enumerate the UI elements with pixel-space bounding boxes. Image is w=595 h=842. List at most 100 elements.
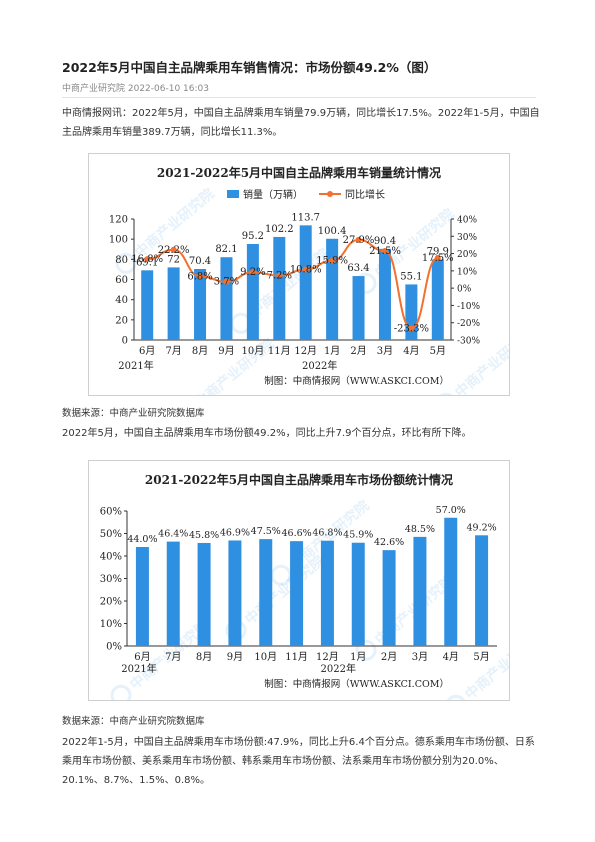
bar xyxy=(246,244,259,340)
bar xyxy=(351,542,365,646)
bar xyxy=(299,225,312,340)
line-point xyxy=(197,273,204,280)
article-title: 2022年5月中国自主品牌乘用车销售情况：市场份额49.2%（图） xyxy=(62,60,437,75)
bar-value-label: 57.0% xyxy=(436,505,466,516)
x-tick-label: 10月 xyxy=(242,345,265,357)
data-source-2: 数据来源：中商产业研究院数据库 xyxy=(62,716,205,727)
y2-tick-label: 30% xyxy=(457,233,477,243)
line-point xyxy=(408,325,415,332)
bar xyxy=(382,550,396,646)
bar-value-label: 72 xyxy=(167,254,180,265)
sales-chart: 中商产业研究院 中商产业研究院 中商产业研究院 中商产业研究院 中商产业研究院 2021-… xyxy=(88,153,510,396)
line-value-label: 21.5% xyxy=(369,246,401,257)
share-chart-svg: 中商产业研究院中商产业研究院中商产业研究院中商产业研究院中商产业研究院2021-… xyxy=(100,472,509,700)
x-tick-label: 3月 xyxy=(377,345,393,357)
x-tick-label: 12月 xyxy=(294,345,317,357)
bar-value-label: 102.2 xyxy=(265,224,294,235)
line-value-label: 9.2% xyxy=(240,267,265,278)
bar-value-label: 90.4 xyxy=(374,236,396,247)
x-tick-label: 9月 xyxy=(218,345,234,357)
y-tick-label: 40 xyxy=(115,295,128,306)
chart-credit: 制图：中商情报网（WWW.ASKCI.COM） xyxy=(264,375,449,387)
share-chart: 中商产业研究院中商产业研究院中商产业研究院中商产业研究院中商产业研究院2021-… xyxy=(88,460,510,701)
bar xyxy=(475,535,489,646)
line-point xyxy=(434,254,441,261)
bar xyxy=(378,248,391,340)
x-tick-label: 10月 xyxy=(254,651,277,663)
bar-value-label: 63.4 xyxy=(347,263,369,274)
x-tick-label: 6月 xyxy=(134,651,150,663)
watermark: 中商产业研究院 xyxy=(192,335,278,395)
line-point xyxy=(249,269,256,276)
line-value-label: 27.9% xyxy=(343,235,375,246)
y-tick-label: 0% xyxy=(106,642,122,653)
bar-value-label: 69.1 xyxy=(136,257,158,268)
bar-value-label: 46.6% xyxy=(281,528,311,539)
y-tick-label: 0 xyxy=(122,336,128,347)
y-tick-label: 30% xyxy=(100,574,122,585)
legend-label: 销量（万辆） xyxy=(243,188,303,201)
bar xyxy=(320,540,334,646)
line-point xyxy=(223,278,230,285)
bar xyxy=(290,541,304,646)
x-tick-label: 6月 xyxy=(139,345,155,357)
bar xyxy=(431,259,444,340)
paragraph-share: 2022年5月，中国自主品牌乘用车市场份额49.2%，同比上升7.9个百分点，环… xyxy=(62,428,472,439)
x-tick-label: 7月 xyxy=(165,651,181,663)
legend-bar-swatch xyxy=(227,190,239,198)
bar-value-label: 47.5% xyxy=(251,526,281,537)
bar xyxy=(228,540,242,646)
bar xyxy=(166,541,180,646)
x-tick-label: 1月 xyxy=(324,345,340,357)
x-tick-label: 4月 xyxy=(443,651,459,663)
line-point xyxy=(144,256,151,263)
chart-title: 2021-2022年5月中国自主品牌乘用车市场份额统计情况 xyxy=(145,472,453,487)
bar-value-label: 46.9% xyxy=(220,527,250,538)
line-point xyxy=(381,247,388,254)
sales-chart-svg: 中商产业研究院中商产业研究院中商产业研究院中商产业研究院中商产业研究院2021-… xyxy=(109,165,509,395)
year-label: 2022年 xyxy=(321,662,356,675)
bar xyxy=(352,276,365,340)
bar-value-label: 46.8% xyxy=(312,528,342,539)
x-tick-label: 4月 xyxy=(403,345,419,357)
bar-value-label: 46.4% xyxy=(158,529,188,540)
chart-credit: 制图：中商情报网（WWW.ASKCI.COM） xyxy=(264,678,449,690)
y-tick-label: 120 xyxy=(109,215,128,226)
y-tick-label: 60% xyxy=(100,507,122,518)
line-value-label: 15.9% xyxy=(316,256,348,267)
legend-label: 同比增长 xyxy=(345,188,385,201)
x-tick-label: 2月 xyxy=(381,651,397,663)
divider xyxy=(62,97,536,98)
bar-value-label: 48.5% xyxy=(405,524,435,535)
watermark: 中商产业研究院 xyxy=(355,572,458,661)
bar-value-label: 42.6% xyxy=(374,537,404,548)
data-source-1: 数据来源：中商产业研究院数据库 xyxy=(62,408,205,419)
y2-tick-label: -20% xyxy=(457,319,480,329)
bar-value-label: 44.0% xyxy=(127,534,157,545)
bar-value-label: 79.9 xyxy=(427,246,449,257)
bar-value-label: 70.4 xyxy=(189,256,211,267)
bar-value-label: 45.8% xyxy=(189,530,219,541)
watermark-logo-icon xyxy=(270,564,292,586)
line-point xyxy=(302,266,309,273)
x-tick-label: 2月 xyxy=(350,345,366,357)
bar-value-label: 49.2% xyxy=(466,522,496,533)
watermark-logo-icon xyxy=(445,694,467,700)
year-label: 2022年 xyxy=(302,359,337,372)
bar-value-label: 113.7 xyxy=(291,212,320,223)
watermark-logo-icon xyxy=(115,252,137,274)
x-tick-label: 5月 xyxy=(473,651,489,663)
bar xyxy=(194,269,207,340)
x-tick-label: 12月 xyxy=(316,651,339,663)
y2-tick-label: 0% xyxy=(457,285,472,295)
bar xyxy=(413,536,427,646)
bar-value-label: 55.1 xyxy=(400,271,422,282)
line-point xyxy=(355,236,362,243)
y2-tick-label: -10% xyxy=(457,302,480,312)
y-tick-label: 40% xyxy=(100,552,122,563)
y-tick-label: 20% xyxy=(100,597,122,608)
line-value-label: 16.8% xyxy=(131,254,163,265)
bar xyxy=(326,238,339,340)
y-tick-label: 20 xyxy=(115,315,128,326)
legend-line-marker xyxy=(327,191,333,197)
